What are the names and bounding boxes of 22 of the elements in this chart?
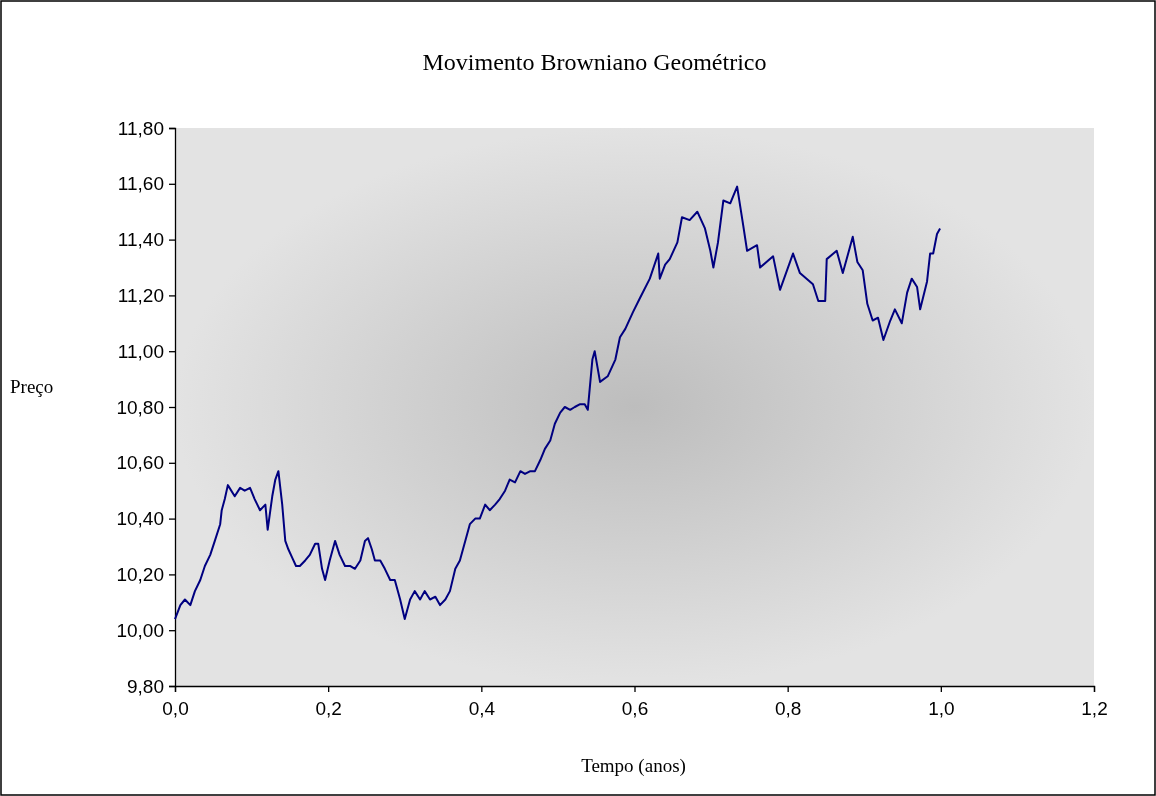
x-tick-label: 0,6 <box>621 698 649 720</box>
x-tick-label: 0,4 <box>468 698 496 720</box>
y-tick-label: 11,60 <box>117 173 164 195</box>
y-tick-label: 11,40 <box>117 229 164 251</box>
y-tick-label: 10,20 <box>116 563 164 585</box>
y-tick-label: 11,00 <box>117 340 164 362</box>
y-tick-label: 10,80 <box>116 396 164 418</box>
x-tick-label: 0,0 <box>162 698 189 720</box>
x-tick-label: 1,0 <box>928 698 955 720</box>
x-tick-label: 0,8 <box>774 698 802 720</box>
chart-title: Movimento Browniano Geométrico <box>422 49 767 75</box>
x-tick-label: 0,2 <box>315 698 342 720</box>
y-tick-label: 10,60 <box>116 452 164 474</box>
x-tick-label: 1,2 <box>1081 698 1108 720</box>
line-series <box>174 185 942 621</box>
y-tick-label: 11,80 <box>117 117 164 139</box>
y-axis-title: Preço <box>10 376 54 397</box>
x-axis-title: Tempo (anos) <box>581 755 686 777</box>
y-tick-label: 10,00 <box>116 619 164 641</box>
y-tick-label: 9,80 <box>127 675 164 697</box>
y-tick-label: 10,40 <box>116 508 164 530</box>
y-tick-label: 11,20 <box>117 284 164 306</box>
